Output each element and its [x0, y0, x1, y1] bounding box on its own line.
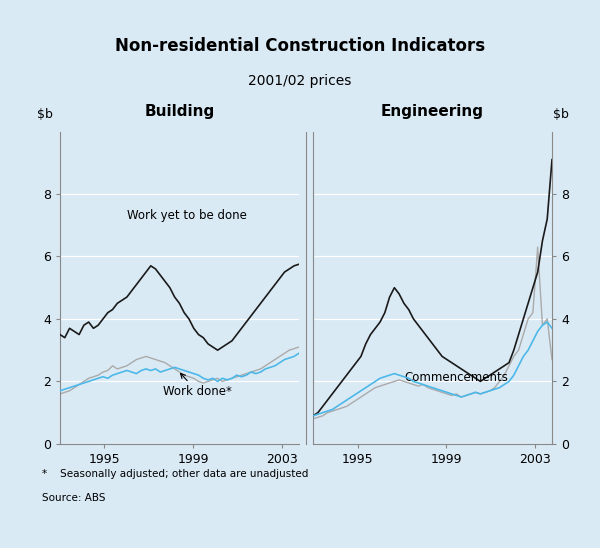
Text: $b: $b [553, 107, 569, 121]
Text: Work done*: Work done* [163, 373, 232, 398]
Text: Engineering: Engineering [381, 104, 484, 119]
Text: 2001/02 prices: 2001/02 prices [248, 73, 352, 88]
Text: *    Seasonally adjusted; other data are unadjusted: * Seasonally adjusted; other data are un… [42, 469, 308, 478]
Text: Non-residential Construction Indicators: Non-residential Construction Indicators [115, 37, 485, 55]
Text: $b: $b [37, 107, 53, 121]
Text: Work yet to be done: Work yet to be done [127, 209, 247, 222]
Text: Source: ABS: Source: ABS [42, 493, 106, 503]
Text: Commencements: Commencements [404, 372, 508, 384]
Text: Building: Building [144, 104, 215, 119]
